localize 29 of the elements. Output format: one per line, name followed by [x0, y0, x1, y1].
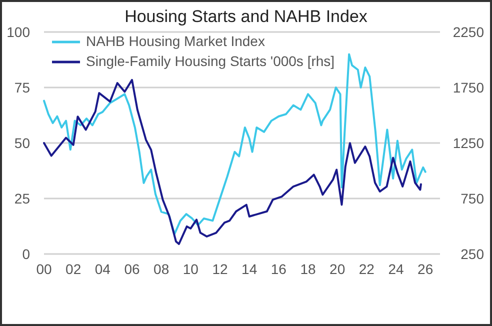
x-tick-label: 00 [36, 261, 52, 277]
chart-title: Housing Starts and NAHB Index [124, 7, 368, 26]
x-tick-label: 02 [66, 261, 82, 277]
y2-tick-label: 2250 [452, 24, 484, 40]
line-series [43, 78, 422, 246]
x-tick-label: 12 [212, 261, 228, 277]
legend-label: NAHB Housing Market Index [86, 33, 265, 49]
x-tick-label: 24 [388, 261, 404, 277]
y2-tick-label: 250 [460, 246, 484, 262]
y2-tick-label: 1250 [452, 134, 484, 151]
x-tick-label: 20 [330, 261, 346, 277]
x-tick-label: 16 [270, 261, 287, 277]
x-tick-label: 08 [154, 261, 170, 277]
x-tick-label: 18 [300, 261, 316, 277]
legend-label: Single-Family Housing Starts '000s [rhs] [86, 53, 335, 69]
y-tick-label: 50 [14, 134, 30, 151]
x-tick-label: 22 [358, 261, 375, 277]
x-tick-label: 06 [124, 261, 140, 277]
x-tick-label: 04 [94, 261, 111, 277]
y2-tick-label: 750 [460, 190, 484, 206]
y-tick-label: 0 [22, 246, 30, 262]
line-series [43, 53, 426, 236]
y-tick-label: 100 [6, 24, 30, 40]
y-tick-label: 75 [14, 79, 30, 96]
y2-tick-label: 1750 [452, 79, 484, 96]
x-tick-label: 26 [418, 261, 434, 277]
x-tick-label: 14 [242, 261, 258, 277]
y-tick-label: 25 [14, 190, 30, 206]
x-tick-label: 10 [182, 261, 199, 277]
